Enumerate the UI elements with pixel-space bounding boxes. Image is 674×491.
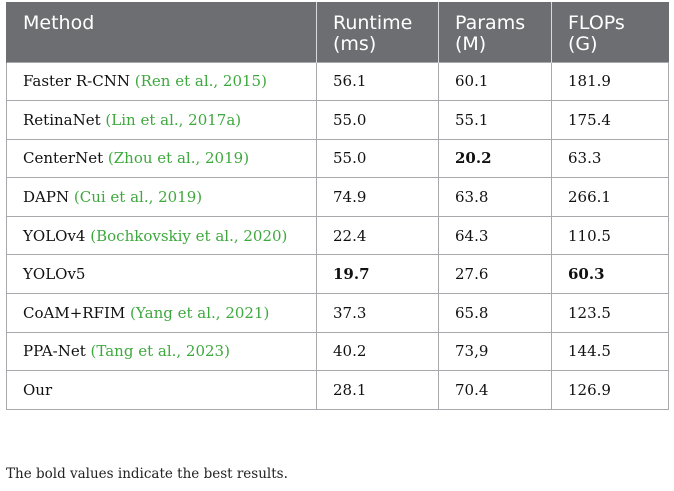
params-cell: 20.2 (438, 138, 552, 179)
table-row: CenterNet (Zhou et al., 2019) 55.0 20.2 63.… (6, 138, 669, 179)
header-flops: FLOPs (G) (551, 2, 669, 62)
flops-cell: 60.3 (551, 254, 669, 295)
header-runtime-unit: (ms) (333, 33, 377, 55)
table-row: RetinaNet (Lin et al., 2017a) 55.0 55.1 175… (6, 100, 669, 140)
flops-cell: 123.5 (551, 293, 669, 333)
method-name: DAPN (23, 188, 70, 207)
method-name: YOLOv5 (23, 265, 86, 284)
citation-link[interactable]: (Zhou et al., 2019) (107, 149, 250, 168)
header-params-label: Params (455, 12, 526, 34)
flops-cell: 144.5 (551, 331, 669, 372)
results-table-container: Method Runtime (ms) Params (M) FLOPs (G)… (6, 2, 669, 410)
params-cell: 55.1 (438, 100, 552, 140)
method-name: YOLOv4 (23, 226, 86, 245)
params-cell: 65.8 (438, 293, 552, 333)
params-cell: 60.1 (438, 61, 552, 102)
table-row: YOLOv4 (Bochkovskiy et al., 2020) 22.4 64.… (6, 215, 669, 256)
runtime-cell: 28.1 (316, 370, 439, 410)
method-name: RetinaNet (23, 110, 101, 129)
header-method: Method (6, 2, 317, 62)
table-row: PPA-Net (Tang et al., 2023) 40.2 73,9 144.5 (6, 331, 669, 372)
table-row: CoAM+RFIM (Yang et al., 2021) 37.3 65.8 123… (6, 293, 669, 333)
method-name: CoAM+RFIM (23, 303, 126, 322)
runtime-cell: 55.0 (316, 100, 439, 140)
runtime-cell: 55.0 (316, 138, 439, 179)
runtime-cell: 40.2 (316, 331, 439, 372)
flops-cell: 126.9 (551, 370, 669, 410)
params-cell: 73,9 (438, 331, 552, 372)
results-table: Method Runtime (ms) Params (M) FLOPs (G)… (6, 2, 669, 410)
citation-link[interactable]: (Lin et al., 2017a) (105, 110, 242, 129)
method-cell: Our (6, 370, 317, 410)
runtime-cell: 37.3 (316, 293, 439, 333)
runtime-cell: 19.7 (316, 254, 439, 295)
header-method-label: Method (23, 12, 95, 34)
method-name: PPA-Net (23, 342, 86, 361)
header-row: Method Runtime (ms) Params (M) FLOPs (G) (6, 2, 669, 62)
params-cell: 27.6 (438, 254, 552, 295)
citation-link[interactable]: (Cui et al., 2019) (73, 188, 203, 207)
table-footnote: The bold values indicate the best result… (6, 466, 288, 482)
method-cell: YOLOv5 (6, 254, 317, 295)
header-params: Params (M) (438, 2, 552, 62)
method-cell: RetinaNet (Lin et al., 2017a) (6, 100, 317, 140)
flops-cell: 266.1 (551, 177, 669, 217)
header-runtime-label: Runtime (333, 12, 413, 34)
flops-cell: 175.4 (551, 100, 669, 140)
params-cell: 63.8 (438, 177, 552, 217)
params-cell: 64.3 (438, 215, 552, 256)
runtime-cell: 22.4 (316, 215, 439, 256)
flops-cell: 110.5 (551, 215, 669, 256)
citation-link[interactable]: (Ren et al., 2015) (134, 72, 267, 91)
method-cell: CoAM+RFIM (Yang et al., 2021) (6, 293, 317, 333)
method-cell: CenterNet (Zhou et al., 2019) (6, 138, 317, 179)
citation-link[interactable]: (Bochkovskiy et al., 2020) (90, 226, 288, 245)
table-row: Our 28.1 70.4 126.9 (6, 370, 669, 410)
header-flops-unit: (G) (568, 33, 598, 55)
flops-cell: 181.9 (551, 61, 669, 102)
header-params-unit: (M) (455, 33, 487, 55)
table-header: Method Runtime (ms) Params (M) FLOPs (G) (6, 2, 669, 62)
method-cell: PPA-Net (Tang et al., 2023) (6, 331, 317, 372)
params-cell: 70.4 (438, 370, 552, 410)
runtime-cell: 74.9 (316, 177, 439, 217)
runtime-cell: 56.1 (316, 61, 439, 102)
method-name: Faster R-CNN (23, 72, 130, 91)
header-runtime: Runtime (ms) (316, 2, 439, 62)
citation-link[interactable]: (Tang et al., 2023) (90, 342, 230, 361)
method-cell: Faster R-CNN (Ren et al., 2015) (6, 61, 317, 102)
table-row: Faster R-CNN (Ren et al., 2015) 56.1 60.1 1… (6, 61, 669, 102)
method-name: Our (23, 381, 53, 400)
method-name: CenterNet (23, 149, 104, 168)
header-flops-label: FLOPs (568, 12, 625, 34)
method-cell: YOLOv4 (Bochkovskiy et al., 2020) (6, 215, 317, 256)
citation-link[interactable]: (Yang et al., 2021) (130, 303, 270, 322)
table-body: Faster R-CNN (Ren et al., 2015) 56.1 60.1 1… (6, 61, 669, 410)
table-row: DAPN (Cui et al., 2019) 74.9 63.8 266.1 (6, 177, 669, 217)
table-row: YOLOv5 19.7 27.6 60.3 (6, 254, 669, 295)
method-cell: DAPN (Cui et al., 2019) (6, 177, 317, 217)
flops-cell: 63.3 (551, 138, 669, 179)
